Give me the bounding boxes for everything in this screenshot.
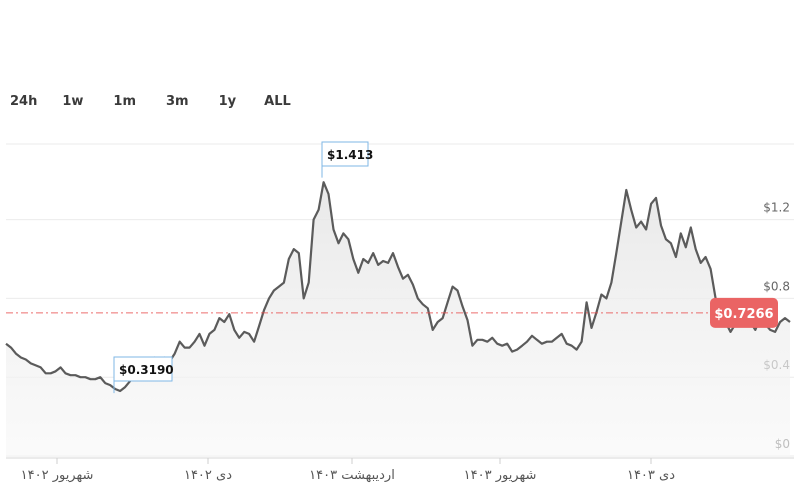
x-tick-label: دی ۱۴۰۳ [627, 468, 675, 483]
price-area [6, 182, 790, 456]
y-tick-label: $0.8 [763, 279, 790, 293]
x-tick-label: دی ۱۴۰۲ [184, 468, 232, 483]
x-tick-label: شهریور ۱۴۰۲ [21, 468, 94, 483]
tab-all[interactable]: ALL [264, 94, 291, 109]
x-tick-label: اردیبهشت ۱۴۰۳ [309, 468, 395, 483]
current-price-label: $0.7266 [714, 307, 773, 322]
tab-24h[interactable]: 24h [10, 94, 38, 109]
y-tick-label: $1.2 [763, 201, 790, 215]
tab-1w[interactable]: 1w [62, 94, 84, 109]
callout-label: $0.3190 [119, 363, 174, 377]
max-price-callout: $1.413 [321, 141, 373, 167]
callout-label: $1.413 [327, 148, 373, 162]
x-tick-label: شهریور ۱۴۰۳ [464, 468, 537, 483]
min-price-callout: $0.3190 [113, 356, 174, 382]
tab-3m[interactable]: 3m [166, 94, 189, 109]
current-price-badge [710, 297, 778, 328]
tab-1y[interactable]: 1y [218, 94, 237, 109]
tab-1m[interactable]: 1m [113, 94, 137, 109]
range-tabs: 24h 1w 1m 3m 1y ALL [10, 92, 291, 111]
